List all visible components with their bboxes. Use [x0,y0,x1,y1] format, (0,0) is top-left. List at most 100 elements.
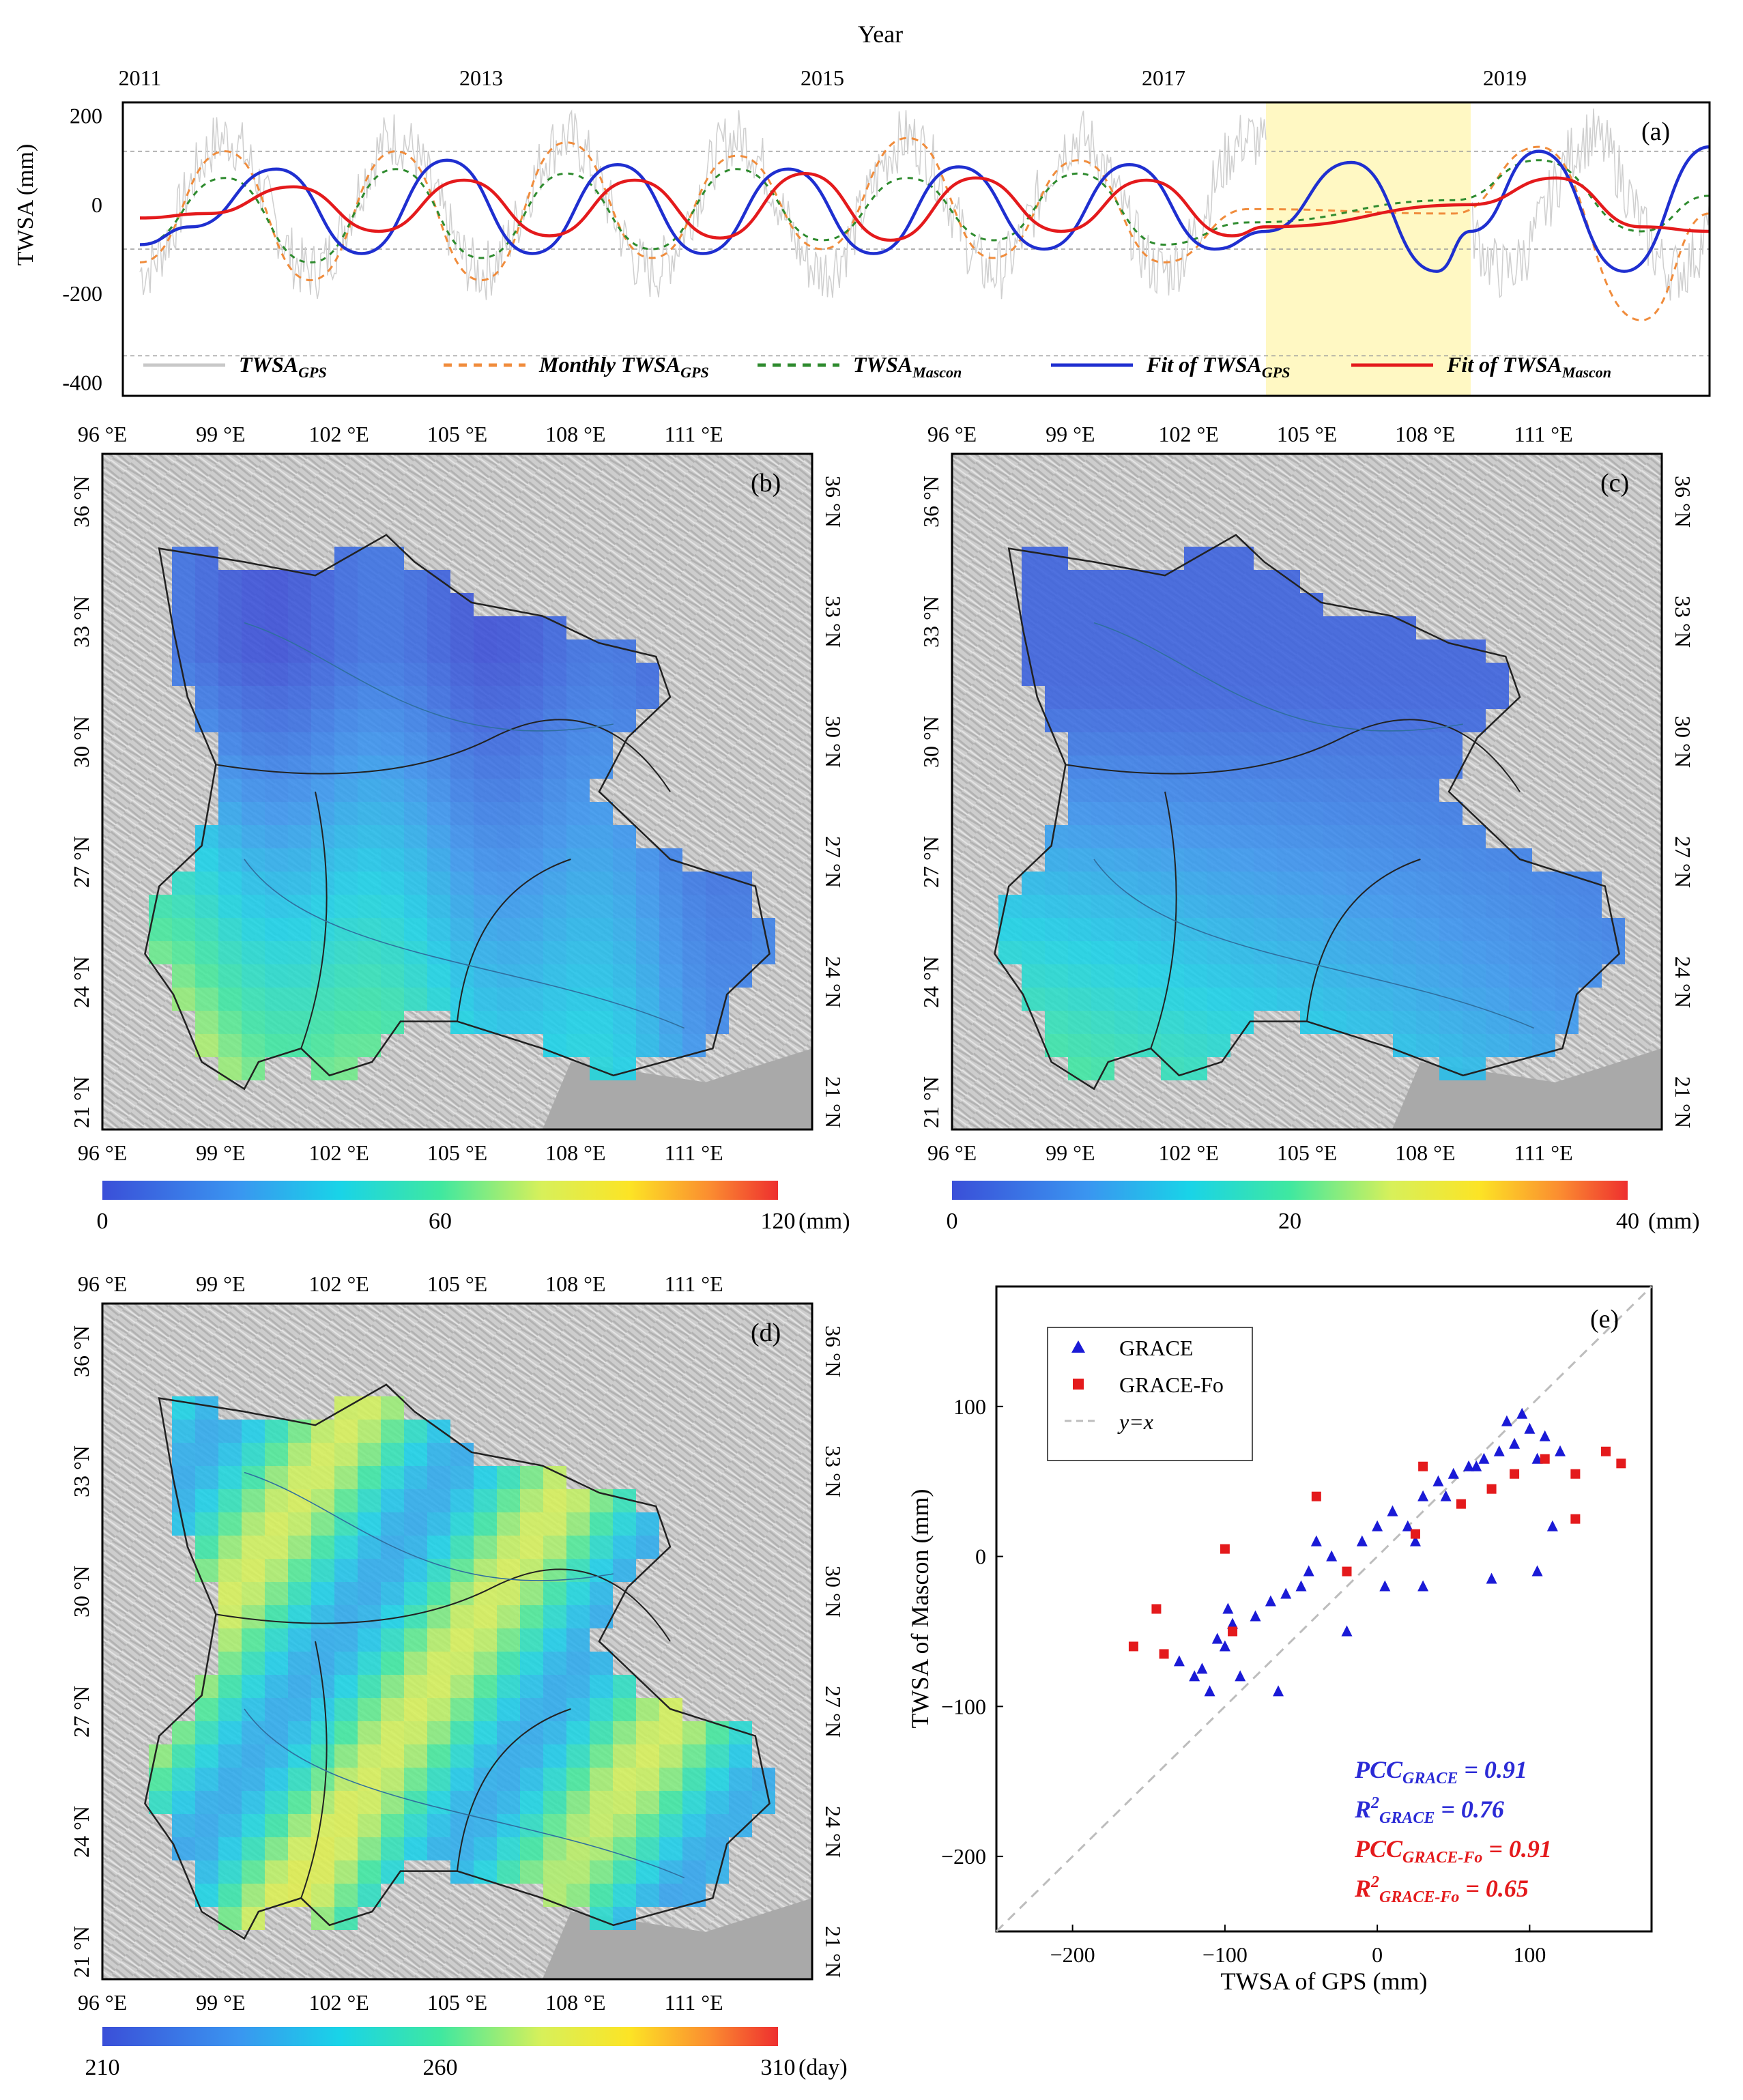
heatmap-cell [288,593,311,616]
heatmap-cell [1346,663,1370,686]
grace-point [1326,1550,1338,1562]
heatmap-cell [1532,1011,1555,1034]
heatmap-cell [1463,1057,1486,1080]
heatmap-cell [334,872,358,895]
heatmap-cell [497,1489,520,1512]
heatmap-cell [1277,686,1300,709]
heatmap-cell [1300,848,1323,872]
heatmap-cell [404,1559,427,1582]
province-boundary [216,1568,671,1642]
heatmap-cell [427,616,450,639]
heatmap-cell [242,1884,265,1907]
lon-label-top: 99 °E [196,1271,245,1296]
heatmap-cell [450,1768,474,1791]
heatmap-cell [265,1652,288,1675]
heatmap-cell [590,1512,613,1536]
heatmap-cell [242,1791,265,1814]
heatmap-cell [1300,756,1323,779]
heatmap-cell [1022,593,1045,616]
heatmap-cell [265,872,288,895]
heatmap-cell [729,1814,752,1837]
heatmap-cell [334,639,358,663]
lat-label-left: 24 °N [69,1806,93,1858]
heatmap-cell [427,848,450,872]
heatmap-cell [195,1489,218,1512]
heatmap-cell [334,825,358,848]
heatmap-cell [497,639,520,663]
heatmap-cell [381,1628,404,1652]
heatmap-cell [497,918,520,941]
heatmap-cell [1416,686,1439,709]
heatmap-cell [1346,941,1370,964]
heatmap-cell [659,1768,682,1791]
lat-label-right: 33 °N [1671,596,1695,648]
heatmap-cell [1555,941,1579,964]
heatmap-cell [543,848,566,872]
heatmap-cell [682,1721,706,1744]
heatmap-cell [1323,848,1346,872]
heatmap-cell [1254,964,1277,988]
lon-label-top: 111 °E [665,1271,723,1296]
heatmap-cell [474,709,497,732]
heatmap-cell [265,639,288,663]
heatmap-cell [543,1652,566,1675]
heatmap-cell [1068,802,1091,825]
heatmap-cell [520,639,543,663]
legend-label: Fit of TWSAMascon [1446,352,1611,381]
heatmap-cell [358,988,381,1011]
heatmap-cell [613,1744,636,1768]
heatmap-cell [404,848,427,872]
heatmap-cell [1091,1034,1114,1057]
heatmap-cell [381,895,404,918]
heatmap-cell [1138,663,1161,686]
heatmap-cell [613,1011,636,1034]
heatmap-cell [288,1791,311,1814]
heatmap-cell [404,825,427,848]
heatmap-cell [1161,756,1184,779]
heatmap-cell [1114,756,1138,779]
heatmap-cell [1277,639,1300,663]
heatmap-cell [1138,872,1161,895]
heatmap-cell [242,779,265,802]
lat-label-right: 27 °N [1671,836,1695,888]
heatmap-cell [381,1559,404,1582]
grace-point [1219,1640,1230,1652]
heatmap-cell [543,779,566,802]
heatmap-cell [1532,895,1555,918]
lat-label-right: 21 °N [821,1926,846,1978]
heatmap-cell [404,1814,427,1837]
heatmap-cell [311,872,334,895]
heatmap-cell [1393,941,1416,964]
heatmap-cell [1416,1034,1439,1057]
heatmap-cell [450,732,474,756]
heatmap-cell [334,895,358,918]
heatmap-cell [497,756,520,779]
heatmap-cell [195,547,218,570]
province-boundary [457,859,571,1022]
grace-point [1509,1437,1521,1449]
heatmap-cell [1045,1011,1068,1034]
lon-label-bottom: 108 °E [545,1990,605,2015]
heatmap-cell [195,941,218,964]
heatmap-cell [334,1907,358,1930]
heatmap-cell [1207,756,1230,779]
heatmap-cell [404,1698,427,1721]
panel-a: Year 2011 2013 2015 2017 2019 TWSA (mm) 200 0… [13,20,1711,397]
heatmap-cell [1207,848,1230,872]
lat-label-right: 36 °N [821,476,846,528]
heatmap-cell [265,1675,288,1698]
heatmap-cell [1114,709,1138,732]
heatmap-cell [474,1652,497,1675]
heatmap-cell [520,1559,543,1582]
heatmap-cell [311,1512,334,1536]
gracefo-point [1570,1514,1581,1524]
year-tick-label: 2017 [1142,66,1185,90]
heatmap-cell [1207,663,1230,686]
heatmap-cell [1277,756,1300,779]
heatmap-cell [497,1675,520,1698]
heatmap-cell [682,1768,706,1791]
heatmap-cell [474,1559,497,1582]
heatmap-cell [1184,825,1207,848]
heatmap-cell [636,1884,659,1907]
heatmap-cell [613,709,636,732]
